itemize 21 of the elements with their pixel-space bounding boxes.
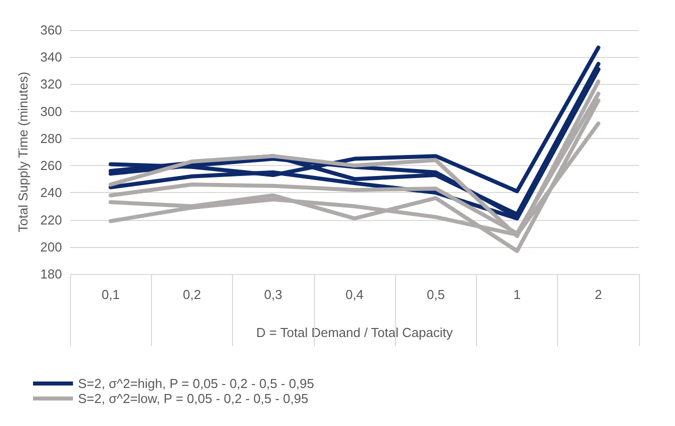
y-axis-title: Total Supply Time (minutes) xyxy=(15,72,30,232)
x-tick-label: 0,5 xyxy=(426,287,445,302)
y-tick-label: 300 xyxy=(40,104,62,119)
y-tick-label: 280 xyxy=(40,130,62,146)
y-tick-label: 320 xyxy=(40,76,62,92)
y-tick-label: 340 xyxy=(40,50,62,65)
y-tick-label: 260 xyxy=(40,158,62,174)
y-tick-label: 240 xyxy=(40,185,62,200)
x-tick-label: 2 xyxy=(594,287,602,302)
x-axis-title: D = Total Demand / Total Capacity xyxy=(256,325,454,340)
y-tick-label: 220 xyxy=(40,212,62,228)
legend-label: S=2, σ^2=high, P = 0,05 - 0,2 - 0,5 - 0,95 xyxy=(78,376,314,391)
y-tick-label: 360 xyxy=(40,22,62,38)
x-tick-label: 0,4 xyxy=(345,287,364,302)
x-tick-label: 1 xyxy=(513,287,521,302)
y-tick-label: 180 xyxy=(40,266,62,282)
legend-label: S=2, σ^2=low, P = 0,05 - 0,2 - 0,5 - 0,95 xyxy=(78,391,308,406)
x-tick-label: 0,3 xyxy=(264,287,282,302)
y-tick-label: 200 xyxy=(40,239,62,254)
x-tick-label: 0,1 xyxy=(102,287,120,302)
x-tick-label: 0,2 xyxy=(182,287,201,302)
